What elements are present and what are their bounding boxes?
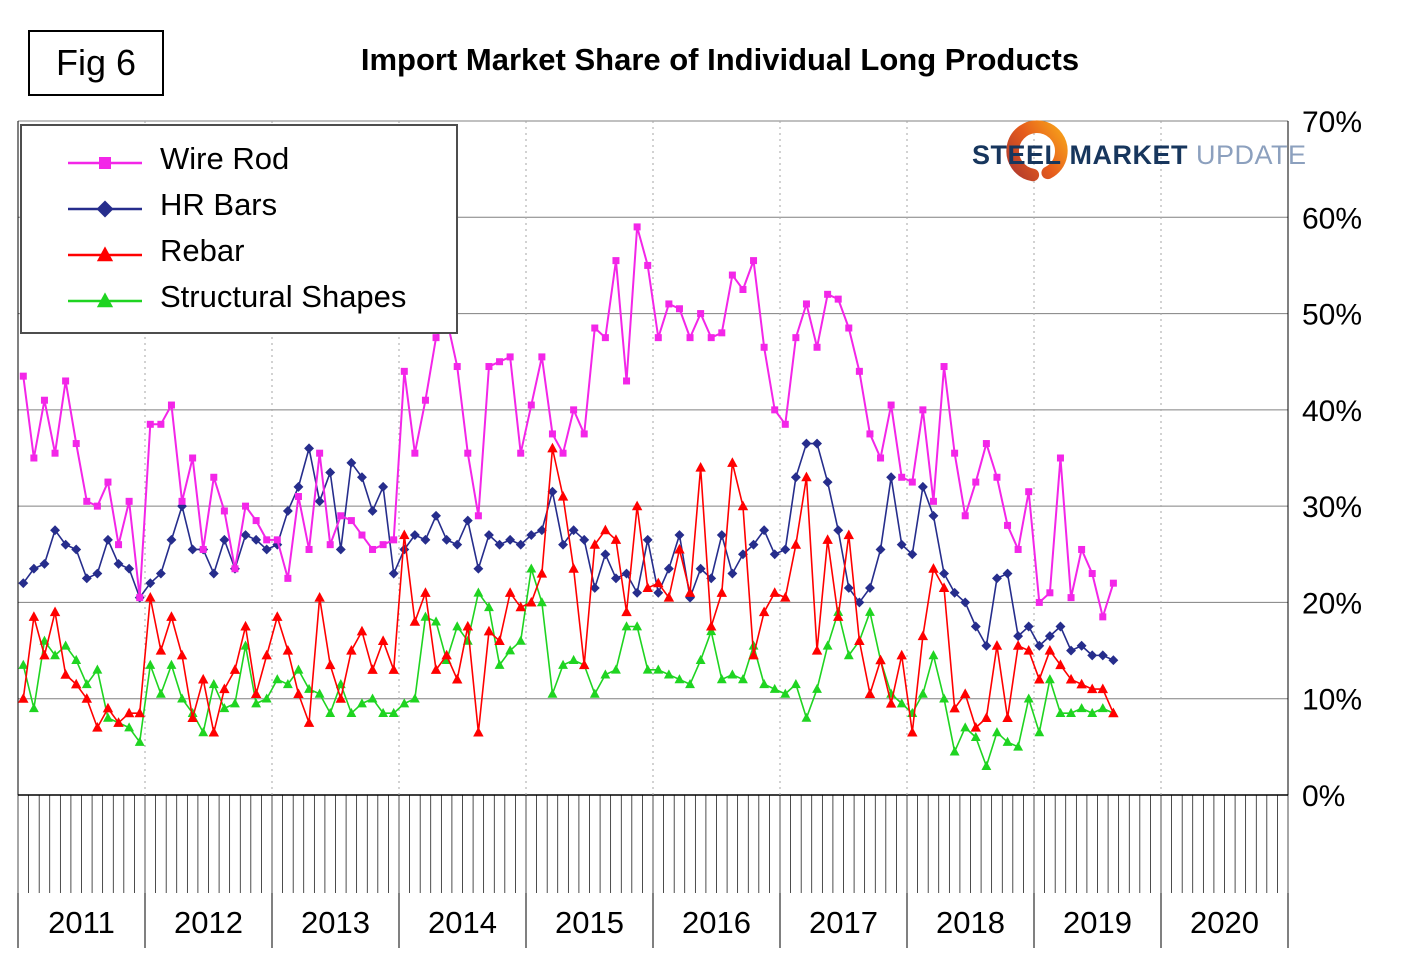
y-tick-label: 0% xyxy=(1302,780,1345,813)
x-year-label: 2011 xyxy=(48,905,115,940)
y-tick-label: 40% xyxy=(1302,395,1362,428)
y-tick-label: 70% xyxy=(1302,106,1362,139)
legend-label-structural-shapes: Structural Shapes xyxy=(160,279,407,314)
logo-word-update: UPDATE xyxy=(1196,140,1307,170)
legend-marker-structural-shapes-icon xyxy=(66,285,144,309)
legend-marker-rebar-icon xyxy=(66,239,144,263)
logo-word-steel: STEEL xyxy=(972,140,1062,170)
legend: Wire Rod HR Bars Rebar Structural Shapes xyxy=(20,124,458,334)
legend-item-rebar: Rebar xyxy=(22,228,456,274)
fig-label-box: Fig 6 xyxy=(28,30,165,96)
series-hr-bars xyxy=(18,438,1119,666)
legend-item-structural-shapes: Structural Shapes xyxy=(22,274,456,320)
smu-swoosh-icon xyxy=(1006,120,1068,182)
legend-item-wire-rod: Wire Rod xyxy=(22,136,456,182)
smu-logo: STEEL MARKET UPDATE xyxy=(972,114,1306,194)
x-year-label: 2015 xyxy=(555,905,624,940)
legend-item-hr-bars: HR Bars xyxy=(22,182,456,228)
x-year-label: 2019 xyxy=(1063,905,1132,940)
legend-label-rebar: Rebar xyxy=(160,233,245,268)
x-year-label: 2013 xyxy=(301,905,370,940)
grid: 0% 10% 20% 30% 40% 50% 60% 70% xyxy=(17,106,1362,813)
chart-title: Import Market Share of Individual Long P… xyxy=(360,42,1080,77)
y-tick-label: 30% xyxy=(1302,491,1362,524)
x-year-label: 2020 xyxy=(1190,905,1259,940)
legend-marker-hr-bars-icon xyxy=(66,193,144,218)
y-tick-label: 50% xyxy=(1302,299,1362,332)
series-rebar xyxy=(18,442,1119,737)
legend-label-wire-rod: Wire Rod xyxy=(160,141,290,176)
x-year-label: 2016 xyxy=(682,905,751,940)
x-year-label: 2014 xyxy=(428,905,497,940)
legend-label-hr-bars: HR Bars xyxy=(160,187,278,222)
x-year-label: 2017 xyxy=(809,905,878,940)
x-axis: 2011 2012 2013 2014 2015 2016 2017 2018 2019 2020 xyxy=(17,795,1289,948)
y-tick-label: 60% xyxy=(1302,202,1362,235)
series-wire-rod xyxy=(19,223,1117,621)
fig-label: Fig 6 xyxy=(56,42,137,83)
legend-marker-wire-rod-icon xyxy=(66,147,144,171)
y-tick-label: 20% xyxy=(1302,587,1362,620)
x-year-label: 2012 xyxy=(174,905,243,940)
logo-word-market: MARKET xyxy=(1069,140,1189,170)
x-year-label: 2018 xyxy=(936,905,1005,940)
smu-logo-text: STEEL MARKET UPDATE xyxy=(972,140,1307,171)
y-tick-label: 10% xyxy=(1302,684,1362,717)
